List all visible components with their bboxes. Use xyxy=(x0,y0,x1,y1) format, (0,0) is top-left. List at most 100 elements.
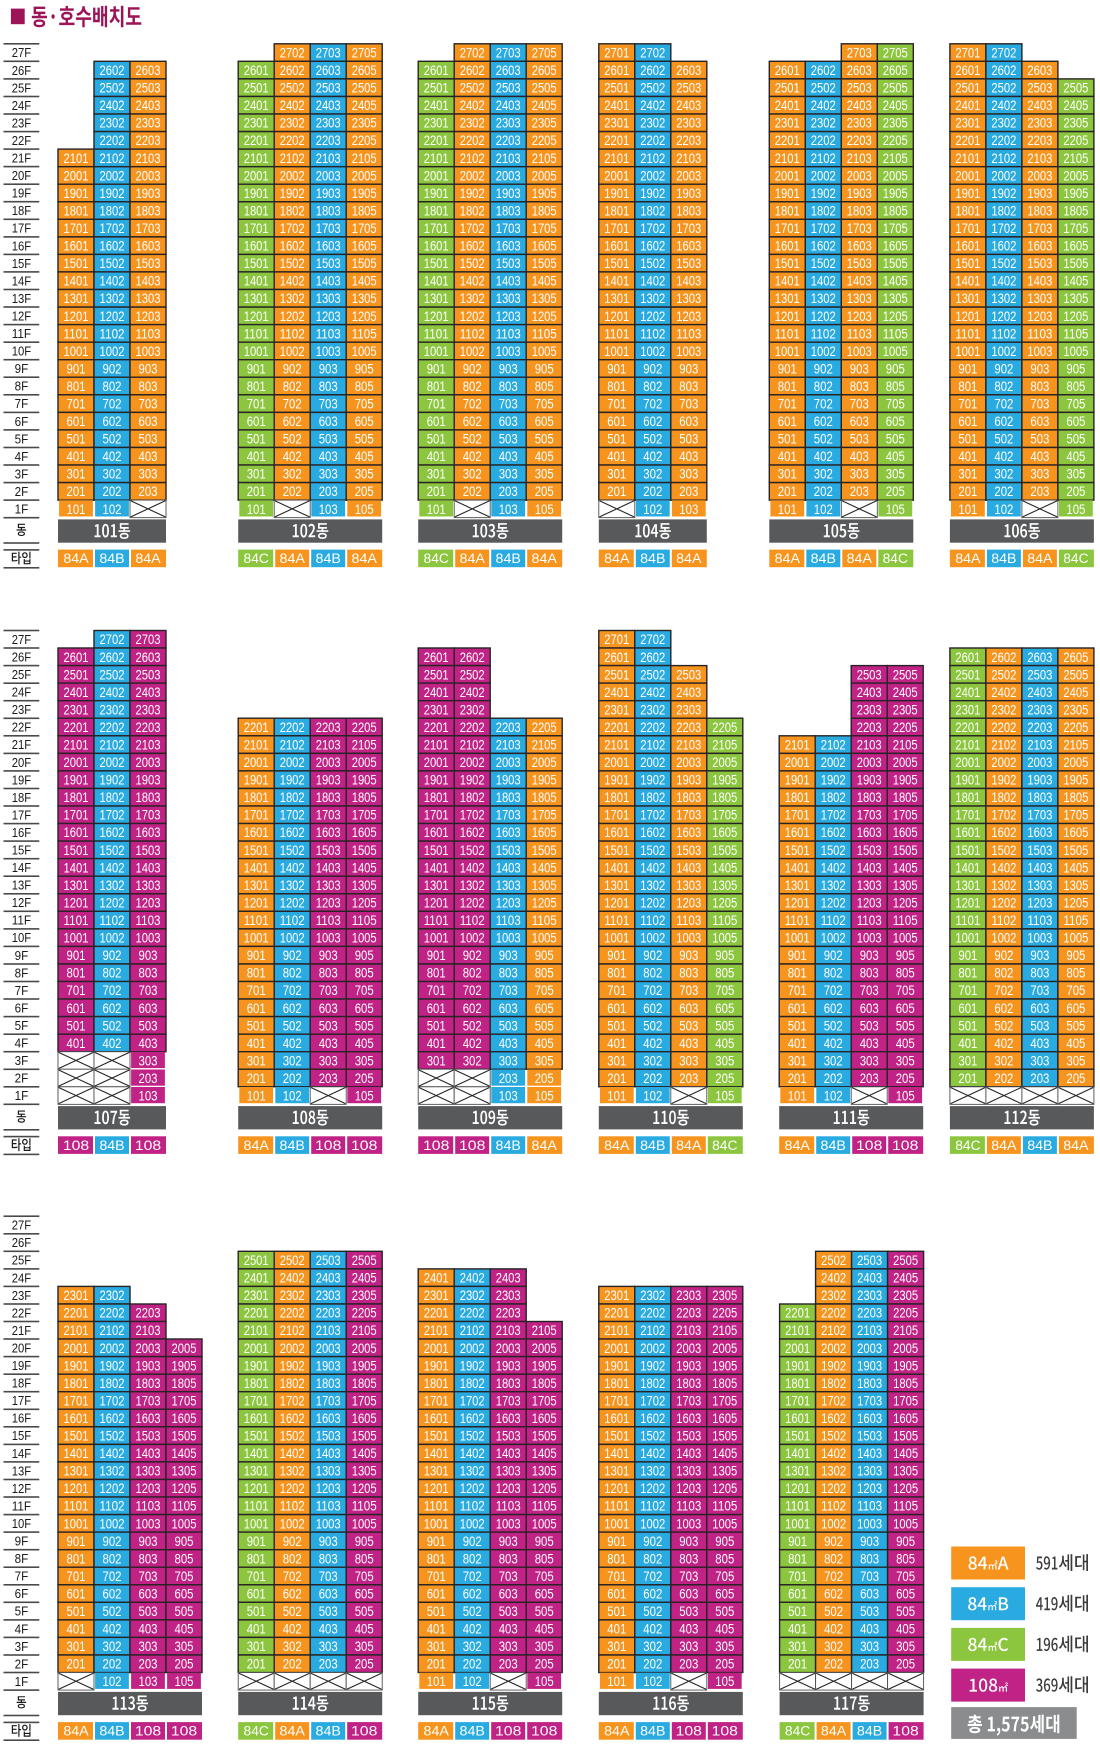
svg-text:1503: 1503 xyxy=(676,256,701,271)
svg-text:101: 101 xyxy=(247,502,266,517)
svg-text:2602: 2602 xyxy=(640,650,665,665)
svg-text:1405: 1405 xyxy=(352,860,377,875)
svg-text:2405: 2405 xyxy=(893,1271,918,1286)
svg-text:23F: 23F xyxy=(12,116,32,130)
svg-text:205: 205 xyxy=(886,484,905,499)
svg-text:1001: 1001 xyxy=(244,1516,269,1531)
svg-text:1402: 1402 xyxy=(100,274,125,289)
svg-text:2703: 2703 xyxy=(136,632,161,647)
svg-text:1005: 1005 xyxy=(712,1516,737,1531)
svg-text:2202: 2202 xyxy=(100,133,125,148)
svg-text:803: 803 xyxy=(679,1551,698,1566)
svg-text:1101: 1101 xyxy=(424,913,449,928)
svg-text:202: 202 xyxy=(643,1071,662,1086)
svg-text:605: 605 xyxy=(886,414,905,429)
svg-text:1805: 1805 xyxy=(712,790,737,805)
svg-text:1305: 1305 xyxy=(532,1464,557,1479)
svg-text:1203: 1203 xyxy=(676,1481,701,1496)
svg-text:1405: 1405 xyxy=(1063,274,1088,289)
svg-text:505: 505 xyxy=(355,432,374,447)
svg-text:702: 702 xyxy=(643,983,662,998)
svg-text:2401: 2401 xyxy=(64,685,89,700)
svg-text:1301: 1301 xyxy=(604,291,629,306)
svg-text:1505: 1505 xyxy=(352,1429,377,1444)
svg-text:1003: 1003 xyxy=(136,931,161,946)
svg-text:403: 403 xyxy=(499,1036,518,1051)
svg-text:301: 301 xyxy=(67,467,86,482)
svg-text:605: 605 xyxy=(535,1001,554,1016)
svg-text:108: 108 xyxy=(171,1724,197,1739)
svg-text:1105: 1105 xyxy=(532,1499,557,1514)
svg-text:502: 502 xyxy=(103,1018,122,1033)
svg-text:1705: 1705 xyxy=(1063,808,1088,823)
svg-text:1002: 1002 xyxy=(460,344,485,359)
svg-text:2402: 2402 xyxy=(460,98,485,113)
svg-text:1105: 1105 xyxy=(352,1499,377,1514)
svg-text:1803: 1803 xyxy=(496,203,521,218)
svg-text:601: 601 xyxy=(427,414,446,429)
svg-text:1901: 1901 xyxy=(64,186,89,201)
svg-text:1205: 1205 xyxy=(712,1481,737,1496)
svg-text:703: 703 xyxy=(499,397,518,412)
svg-text:84A: 84A xyxy=(244,1138,269,1153)
svg-text:2201: 2201 xyxy=(955,133,980,148)
svg-text:302: 302 xyxy=(283,1053,302,1068)
svg-text:902: 902 xyxy=(463,1534,482,1549)
svg-text:802: 802 xyxy=(283,966,302,981)
svg-text:2605: 2605 xyxy=(352,63,377,78)
svg-text:602: 602 xyxy=(643,414,662,429)
svg-text:705: 705 xyxy=(1066,983,1085,998)
svg-text:1805: 1805 xyxy=(1063,203,1088,218)
svg-text:1605: 1605 xyxy=(1063,239,1088,254)
svg-text:705: 705 xyxy=(175,1569,194,1584)
svg-text:108: 108 xyxy=(531,1724,557,1739)
svg-text:1602: 1602 xyxy=(991,825,1016,840)
svg-text:84B: 84B xyxy=(496,551,521,566)
svg-text:105: 105 xyxy=(535,1674,554,1689)
svg-text:1302: 1302 xyxy=(460,1464,485,1479)
svg-text:403: 403 xyxy=(679,1036,698,1051)
svg-text:605: 605 xyxy=(715,1001,734,1016)
svg-text:702: 702 xyxy=(824,1569,843,1584)
svg-text:405: 405 xyxy=(355,1622,374,1637)
svg-text:1005: 1005 xyxy=(1063,931,1088,946)
svg-text:1002: 1002 xyxy=(821,931,846,946)
svg-text:601: 601 xyxy=(67,1587,86,1602)
svg-text:1203: 1203 xyxy=(676,896,701,911)
svg-text:502: 502 xyxy=(103,1604,122,1619)
svg-text:1502: 1502 xyxy=(280,1429,305,1444)
svg-text:2601: 2601 xyxy=(244,63,269,78)
svg-text:1801: 1801 xyxy=(244,1376,269,1391)
svg-text:903: 903 xyxy=(679,948,698,963)
svg-text:1501: 1501 xyxy=(424,256,449,271)
svg-text:102: 102 xyxy=(103,1674,122,1689)
svg-text:1502: 1502 xyxy=(640,256,665,271)
svg-text:501: 501 xyxy=(427,1604,446,1619)
svg-text:105: 105 xyxy=(886,502,905,517)
svg-text:1603: 1603 xyxy=(676,239,701,254)
svg-text:705: 705 xyxy=(715,983,734,998)
svg-text:2505: 2505 xyxy=(352,81,377,96)
svg-text:1601: 1601 xyxy=(244,1411,269,1426)
svg-text:1302: 1302 xyxy=(100,878,125,893)
svg-text:1903: 1903 xyxy=(136,1358,161,1373)
svg-text:1105: 1105 xyxy=(172,1499,197,1514)
svg-text:1403: 1403 xyxy=(496,860,521,875)
svg-text:305: 305 xyxy=(355,467,374,482)
svg-text:505: 505 xyxy=(355,1018,374,1033)
svg-text:1603: 1603 xyxy=(316,1411,341,1426)
svg-text:1001: 1001 xyxy=(64,1516,89,1531)
svg-text:1703: 1703 xyxy=(676,808,701,823)
svg-text:803: 803 xyxy=(319,379,338,394)
svg-text:801: 801 xyxy=(247,966,266,981)
svg-text:1305: 1305 xyxy=(883,291,908,306)
svg-text:1903: 1903 xyxy=(1027,773,1052,788)
svg-text:2002: 2002 xyxy=(821,1341,846,1356)
svg-text:202: 202 xyxy=(283,1657,302,1672)
svg-text:1903: 1903 xyxy=(316,773,341,788)
svg-text:1901: 1901 xyxy=(955,773,980,788)
svg-text:1902: 1902 xyxy=(640,1358,665,1373)
svg-text:305: 305 xyxy=(715,1053,734,1068)
svg-text:401: 401 xyxy=(788,1622,807,1637)
svg-text:108: 108 xyxy=(135,1138,161,1153)
